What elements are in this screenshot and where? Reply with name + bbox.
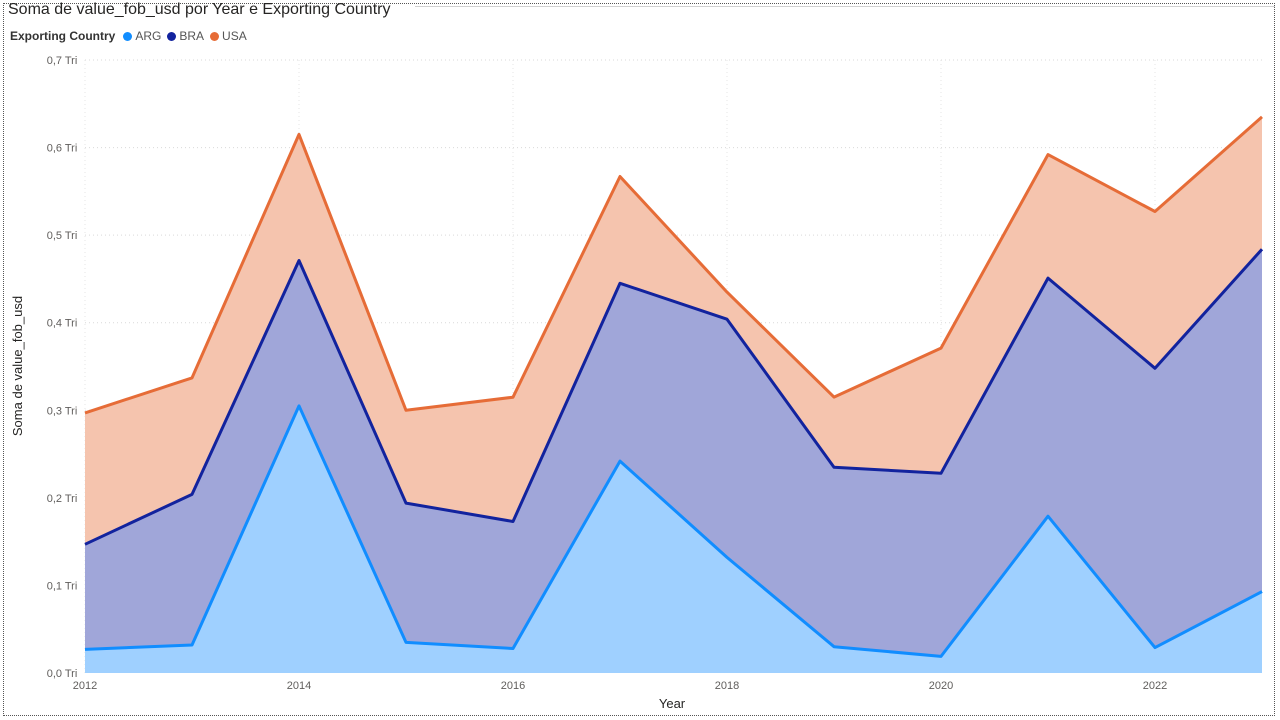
chart-title: Soma de value_fob_usd por Year e Exporti…: [8, 1, 391, 18]
x-tick-label: 2012: [73, 680, 97, 692]
legend-label-usa: USA: [222, 29, 247, 43]
legend-dot-bra: [167, 31, 177, 41]
x-tick-label: 2022: [1143, 680, 1167, 692]
legend-item-arg[interactable]: ARG: [123, 29, 161, 43]
y-axis-ticks: 0,0 Tri 0,1 Tri 0,2 Tri 0,3 Tri 0,4 Tri 0,5 T…: [47, 55, 78, 680]
legend-dot-usa: [210, 31, 220, 41]
x-tick-label: 2020: [929, 680, 953, 692]
y-tick-label: 0,3 Tri: [47, 405, 78, 417]
line-arg[interactable]: [84, 404, 1263, 658]
y-tick-label: 0,6 Tri: [47, 143, 78, 155]
area-bra[interactable]: [85, 249, 1262, 657]
legend-label-bra: BRA: [179, 29, 205, 43]
y-tick-label: 0,1 Tri: [47, 580, 78, 592]
legend-title: Exporting Country: [10, 29, 116, 43]
line-bra[interactable]: [84, 248, 1264, 546]
line-usa[interactable]: [84, 115, 1263, 415]
series-areas: [85, 116, 1262, 673]
x-tick-label: 2018: [715, 680, 739, 692]
y-tick-label: 0,7 Tri: [47, 55, 78, 67]
x-tick-label: 2016: [501, 680, 525, 692]
y-tick-label: 0,5 Tri: [47, 230, 78, 242]
y-axis-label: Soma de value_fob_usd: [10, 296, 25, 436]
legend: Exporting Country ARG BRA USA: [10, 29, 253, 43]
y-tick-label: 0,0 Tri: [47, 668, 78, 680]
legend-item-usa[interactable]: USA: [210, 29, 247, 43]
x-axis-label: Year: [659, 696, 686, 711]
legend-dot-arg: [123, 31, 133, 41]
visual-frame: [3, 3, 1275, 716]
legend-label-arg: ARG: [135, 29, 162, 43]
x-tick-label: 2014: [287, 680, 311, 692]
x-axis-ticks: 2012 2014 2016 2018 2020 2022: [73, 680, 1167, 692]
series-lines: [84, 115, 1264, 658]
y-tick-label: 0,2 Tri: [47, 493, 78, 505]
area-usa[interactable]: [85, 116, 1262, 545]
legend-item-bra[interactable]: BRA: [167, 29, 204, 43]
area-arg[interactable]: [85, 405, 1262, 673]
y-tick-label: 0,4 Tri: [47, 318, 78, 330]
header-divider: [415, 6, 1275, 7]
